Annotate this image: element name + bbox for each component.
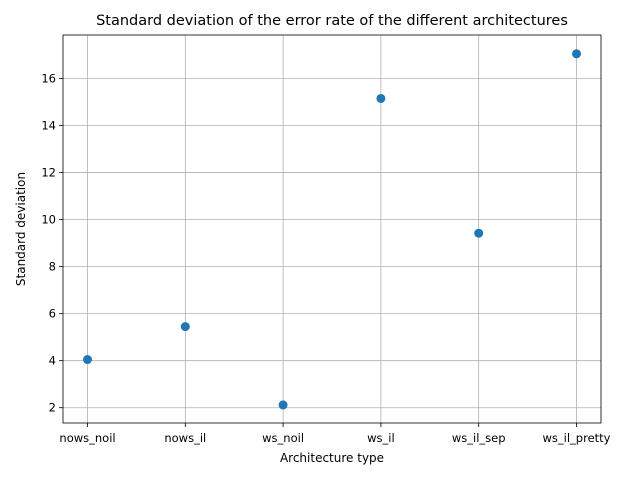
chart-title: Standard deviation of the error rate of …: [96, 13, 568, 29]
data-point: [83, 355, 92, 365]
y-tick-label: 4: [49, 354, 56, 368]
grid-layer: [63, 35, 601, 423]
points-layer: [83, 49, 581, 410]
data-point: [474, 228, 484, 238]
data-point: [278, 400, 288, 410]
x-tick-label: ws_il: [367, 431, 395, 445]
y-tick-label: 6: [49, 307, 56, 321]
y-tick-label: 16: [41, 72, 56, 86]
data-point: [180, 322, 190, 332]
y-tick-label: 12: [41, 166, 56, 180]
x-axis-label: Architecture type: [280, 451, 384, 465]
x-tick-label: ws_il_sep: [452, 431, 506, 445]
x-tick-label: ws_il_pretty: [543, 431, 611, 445]
plot-frame: [62, 34, 602, 424]
y-tick-label: 2: [49, 401, 56, 415]
y-tick-label: 14: [41, 119, 56, 133]
x-tick-label: nows_il: [164, 431, 206, 445]
y-tick-label: 10: [41, 213, 56, 227]
y-axis-label: Standard deviation: [14, 172, 28, 286]
y-tick-label: 8: [49, 260, 56, 274]
ticks-layer: nows_noil nows_il ws_noil ws_il ws_il_sep ws_…: [41, 72, 610, 445]
data-point: [376, 93, 386, 103]
x-tick-label: nows_noil: [59, 431, 115, 445]
x-tick-label: ws_noil: [262, 431, 304, 445]
data-point: [572, 49, 581, 59]
